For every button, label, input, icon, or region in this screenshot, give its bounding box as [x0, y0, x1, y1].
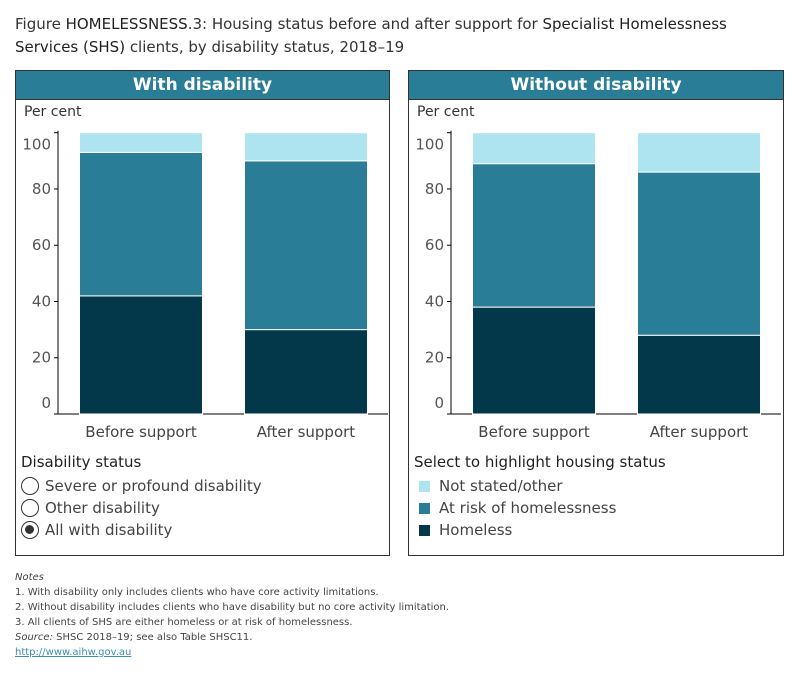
legend-label: At risk of homelessness — [439, 499, 617, 517]
panel-title: Without disability — [409, 71, 783, 100]
x-category-label: Before support — [85, 423, 197, 441]
y-tick-label: 20 — [425, 349, 444, 367]
bar-segment-at-risk-of-homelessness — [637, 171, 761, 336]
bar-segment-homeless — [79, 295, 203, 415]
radio-label: All with disability — [45, 521, 173, 539]
legend-item-homeless[interactable]: Homeless — [414, 519, 666, 541]
bar-segment-not-stated-other — [244, 132, 368, 162]
source-label: Source: — [15, 632, 53, 643]
aihw-link[interactable]: http://www.aihw.gov.au — [15, 647, 132, 658]
y-axis-label: Per cent — [417, 104, 475, 120]
note-line: 1. With disability only includes clients… — [15, 587, 379, 598]
title-mid: .3: Housing status before and after supp… — [187, 15, 543, 33]
notes: Notes 1. With disability only includes c… — [15, 570, 449, 660]
disability-status-filter: Disability status Severe or profound dis… — [21, 453, 262, 541]
radio-other[interactable]: Other disability — [21, 497, 262, 519]
bar-segment-at-risk-of-homelessness — [79, 151, 203, 297]
swatch-icon — [419, 480, 430, 492]
bar-segment-not-stated-other — [472, 132, 596, 165]
panel-with-disability: With disability 0 20 40 60 80 100 Before suppo… — [15, 70, 390, 556]
y-tick-label: 100 — [22, 136, 51, 154]
chart-without-disability: 0 20 40 60 80 100 Before support After support — [415, 130, 781, 441]
radio-label: Severe or profound disability — [45, 477, 262, 495]
y-tick-label: 40 — [32, 292, 51, 310]
y-tick-label: 60 — [425, 236, 444, 254]
y-tick-label: 0 — [434, 394, 444, 412]
swatch-icon — [419, 524, 430, 536]
x-category-label: After support — [650, 423, 748, 441]
y-tick-label: 80 — [425, 180, 444, 198]
x-category-label: Before support — [478, 423, 590, 441]
radio-icon[interactable] — [21, 477, 39, 495]
bar-segment-homeless — [637, 334, 761, 415]
y-tick-label: 40 — [425, 292, 444, 310]
y-tick-label: 80 — [32, 180, 51, 198]
bar-segment-not-stated-other — [637, 132, 761, 173]
notes-heading: Notes — [15, 572, 44, 583]
source-line: Source: SHSC 2018–19; see also Table SHS… — [15, 630, 449, 645]
radio-selected-icon[interactable] — [21, 521, 39, 539]
bar-segment-at-risk-of-homelessness — [472, 163, 596, 308]
legend-label: Not stated/other — [439, 477, 563, 495]
radio-icon[interactable] — [21, 499, 39, 517]
title-suffix: clients, by disability status, 2018–19 — [125, 38, 405, 56]
note-line: 2. Without disability includes clients w… — [15, 602, 450, 613]
filter-title: Disability status — [21, 453, 142, 471]
legend-item-at-risk[interactable]: At risk of homelessness — [414, 497, 666, 519]
source-text: SHSC 2018–19; see also Table SHSC11. — [52, 632, 253, 643]
y-axis-label: Per cent — [24, 104, 82, 120]
legend-title: Select to highlight housing status — [414, 453, 666, 471]
radio-all[interactable]: All with disability — [21, 519, 262, 541]
bar-segment-not-stated-other — [79, 132, 203, 153]
radio-severe[interactable]: Severe or profound disability — [21, 475, 262, 497]
swatch-icon — [419, 502, 430, 514]
y-tick-label: 60 — [32, 236, 51, 254]
y-tick-label: 0 — [41, 394, 51, 412]
panel-title: With disability — [16, 71, 389, 100]
bar-segment-homeless — [472, 306, 596, 415]
x-category-label: After support — [257, 423, 355, 441]
figure-title: Figure HOMELESSNESS.3: Housing status be… — [15, 13, 785, 59]
title-prefix: Figure — [15, 15, 66, 33]
title-service: Specialist Homelessness Services (SHS) — [15, 15, 727, 56]
y-tick-label: 100 — [415, 136, 444, 154]
housing-status-legend: Select to highlight housing status Not s… — [414, 453, 666, 541]
chart-with-disability: 0 20 40 60 80 100 Before support After support — [22, 130, 388, 441]
legend-item-not-stated[interactable]: Not stated/other — [414, 475, 666, 497]
bar-segment-at-risk-of-homelessness — [244, 160, 368, 331]
bar-segment-homeless — [244, 329, 368, 415]
panel-without-disability: Without disability 0 20 40 60 80 100 Before su… — [408, 70, 784, 556]
note-line: 3. All clients of SHS are either homeles… — [15, 617, 353, 628]
legend-label: Homeless — [439, 521, 513, 539]
y-tick-label: 20 — [32, 349, 51, 367]
title-topic: HOMELESSNESS — [65, 15, 188, 33]
radio-label: Other disability — [45, 499, 160, 517]
